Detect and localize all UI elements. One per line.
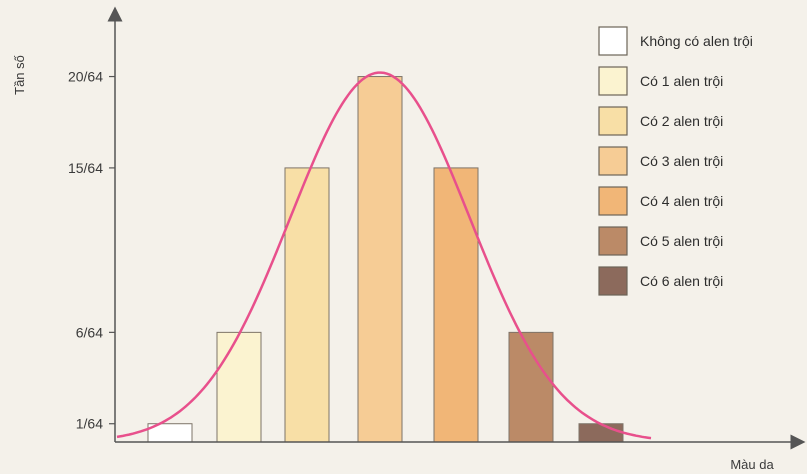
legend-label-4: Có 4 alen trội: [640, 193, 723, 209]
y-tick-label-0: 1/64: [76, 416, 103, 432]
legend-label-3: Có 3 alen trội: [640, 153, 723, 169]
legend-swatch-4: [598, 186, 628, 216]
legend-swatch-3: [598, 146, 628, 176]
legend-label-0: Không có alen trội: [640, 33, 753, 49]
bar-5-alen-troi: [508, 331, 554, 443]
y-axis-title: Tần số: [12, 55, 27, 95]
x-axis-title: Màu da: [730, 457, 774, 472]
legend-swatch-5: [598, 226, 628, 256]
legend-swatch-1: [598, 66, 628, 96]
y-tick-label-1: 6/64: [76, 324, 103, 340]
bell-curve: [116, 71, 652, 440]
legend-label-6: Có 6 alen trội: [640, 273, 723, 289]
legend-label-2: Có 2 alen trội: [640, 113, 723, 129]
legend-swatch-2: [598, 106, 628, 136]
y-tick-label-2: 15/64: [68, 160, 103, 176]
y-tick-label-3: 20/64: [68, 69, 103, 85]
bar-1-alen-troi: [216, 331, 262, 443]
bar-4-alen-troi: [433, 167, 479, 443]
bar-3-alen-troi: [357, 76, 403, 443]
legend-swatch-6: [598, 266, 628, 296]
bar-6-alen-troi: [578, 423, 624, 443]
legend: Không có alen trội Có 1 alen trội Có 2 ale…: [598, 26, 753, 296]
legend-label-1: Có 1 alen trội: [640, 73, 723, 89]
legend-label-5: Có 5 alen trội: [640, 233, 723, 249]
bar-2-alen-troi: [284, 167, 330, 443]
legend-swatch-0: [598, 26, 628, 56]
